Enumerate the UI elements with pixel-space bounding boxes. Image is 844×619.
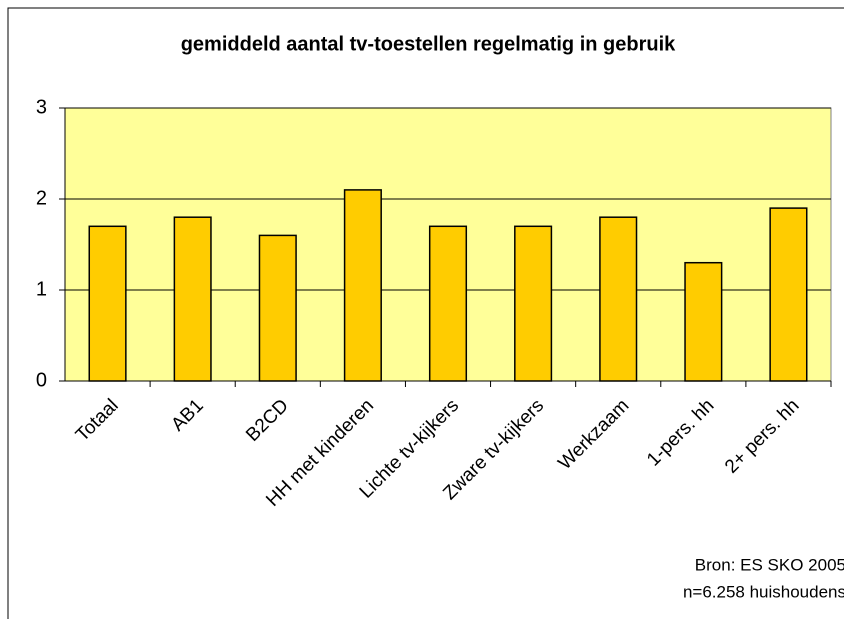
bar: [428, 225, 468, 382]
annotation: n=6.258 huishoudens: [683, 582, 844, 601]
y-tick-label: 2: [36, 187, 47, 209]
y-tick-label: 0: [36, 369, 47, 391]
bar: [88, 225, 127, 382]
bar: [514, 225, 553, 382]
y-tick-label: 3: [36, 96, 47, 118]
bar: [343, 189, 382, 382]
y-tick-label: 1: [36, 278, 47, 300]
bar: [769, 207, 808, 382]
annotation: Bron: ES SKO 2005: [695, 555, 844, 574]
chart-title: gemiddeld aantal tv-toestellen regelmati…: [181, 33, 676, 55]
bar: [599, 216, 638, 382]
bar: [258, 234, 297, 382]
bar: [684, 261, 723, 382]
bar: [173, 216, 212, 382]
